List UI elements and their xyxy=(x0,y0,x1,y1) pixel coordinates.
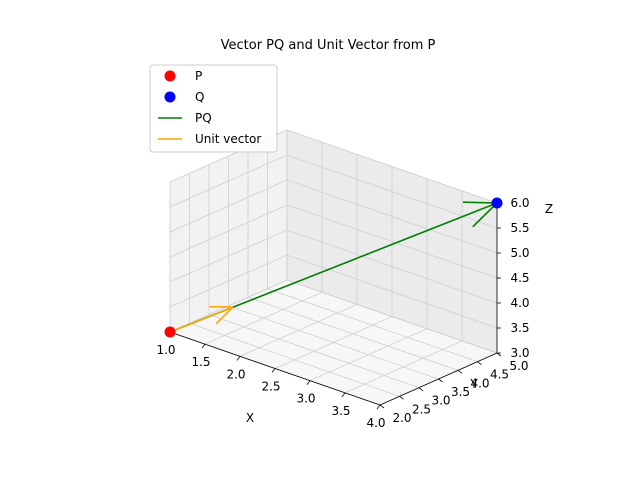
z-tick-label: 6.0 xyxy=(510,196,529,210)
z-tick-label: 3.0 xyxy=(510,346,529,360)
x-tick-label: 4.0 xyxy=(366,416,385,430)
z-tick-label: 5.0 xyxy=(510,246,529,260)
chart-title: Vector PQ and Unit Vector from P xyxy=(221,38,436,53)
point-q xyxy=(491,197,503,209)
y-axis-label: Y xyxy=(469,377,478,391)
x-tick-mark xyxy=(376,404,381,410)
x-tick-mark xyxy=(271,368,276,373)
x-tick-mark xyxy=(306,380,311,385)
grid-line-z xyxy=(169,204,498,279)
grid-line-z xyxy=(169,154,498,229)
x-tick-mark xyxy=(341,392,346,398)
point-p xyxy=(164,326,176,338)
x-tick-mark xyxy=(236,356,241,361)
y-tick-mark xyxy=(477,361,482,365)
z-tick-label: 4.5 xyxy=(510,271,529,285)
grid-line-z xyxy=(169,129,498,204)
vector-unit-vector xyxy=(169,306,234,333)
y-tick-label: 3.5 xyxy=(451,385,470,399)
y-tick-mark xyxy=(399,396,404,400)
vector-unit-vector-head xyxy=(209,305,233,308)
y-tick-mark xyxy=(418,387,424,391)
x-tick-label: 3.5 xyxy=(331,404,350,418)
legend-marker-p xyxy=(164,70,176,82)
grid-line-z xyxy=(169,179,498,254)
z-axis-label: Z xyxy=(545,202,553,216)
y-tick-label: 2.5 xyxy=(412,402,431,416)
legend-label-pq: PQ xyxy=(195,111,212,125)
grid-line-z xyxy=(169,229,498,304)
legend-label-p: P xyxy=(195,69,202,83)
y-tick-label: 2.0 xyxy=(392,411,411,425)
vector-pq-head xyxy=(462,201,498,204)
x-tick-label: 1.5 xyxy=(191,355,210,369)
z-tick-label: 5.5 xyxy=(510,221,529,235)
x-axis-label: X xyxy=(246,411,254,425)
y-tick-label: 4.5 xyxy=(490,368,509,382)
y-tick-label: 3.0 xyxy=(431,394,450,408)
x-tick-label: 2.5 xyxy=(261,380,280,394)
legend-box xyxy=(149,64,278,153)
legend: PQ PQ Unit vector xyxy=(149,64,278,153)
legend-label-q: Q xyxy=(195,90,204,104)
x-tick-label: 1.0 xyxy=(156,343,175,357)
x-tick-label: 3.0 xyxy=(296,392,315,406)
vector-pq-head xyxy=(472,202,498,228)
legend-marker-q xyxy=(164,91,176,103)
legend-label-unit-vector: Unit vector xyxy=(195,132,261,146)
y-tick-mark xyxy=(457,370,463,374)
y-tick-mark xyxy=(496,352,502,357)
y-tick-label: 5.0 xyxy=(509,359,528,373)
x-tick-mark xyxy=(201,343,206,349)
grid-line-z xyxy=(169,254,498,329)
y-tick-mark xyxy=(379,404,385,409)
y-tick-mark xyxy=(438,378,443,383)
z-tick-label: 4.0 xyxy=(510,296,529,310)
vector-unit-vector-head xyxy=(215,306,234,325)
grid-line-z xyxy=(169,279,498,354)
data-marks xyxy=(164,197,503,338)
y-tick-label: 4.0 xyxy=(470,376,489,390)
z-tick-label: 3.5 xyxy=(510,321,529,335)
x-tick-label: 2.0 xyxy=(226,367,245,381)
axis-ticks: 1.01.52.02.53.03.54.0 2.02.53.03.54.04.55… xyxy=(156,196,529,430)
